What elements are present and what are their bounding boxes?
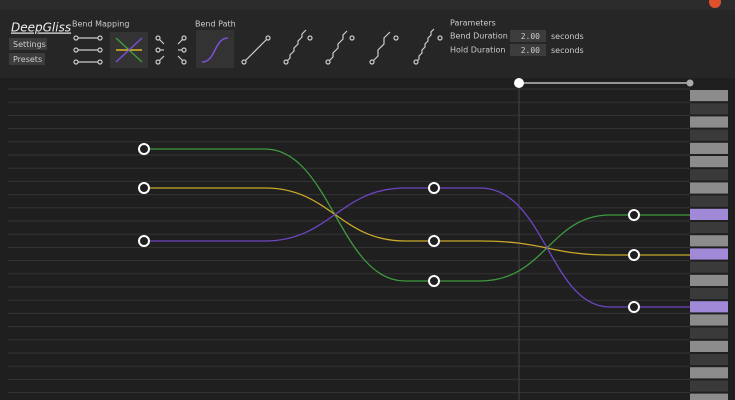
- path-icons[interactable]: [241, 28, 443, 65]
- piano-key: [690, 248, 728, 260]
- bend-mapping-label: Bend Mapping: [72, 20, 129, 29]
- piano-key: [690, 116, 728, 128]
- bend-duration-label: Bend Duration: [450, 32, 508, 41]
- app-title: DeepGliss: [11, 21, 71, 35]
- piano-key: [690, 367, 728, 379]
- piano-key: [690, 222, 728, 234]
- piano-key: [690, 235, 728, 247]
- piano-key: [690, 380, 728, 392]
- note-nodes[interactable]: [138, 143, 640, 313]
- hold-duration-field[interactable]: [510, 44, 546, 56]
- piano-key: [690, 208, 728, 220]
- piano-keys: [690, 90, 728, 400]
- time-slider-handle[interactable]: [514, 78, 524, 88]
- piano-key: [690, 301, 728, 313]
- piano-key: [690, 90, 728, 102]
- bend-duration-field[interactable]: [510, 30, 546, 42]
- bend-duration-unit: seconds: [551, 32, 584, 41]
- mapping-cross-lines: [115, 37, 143, 63]
- piano-key: [690, 327, 728, 339]
- piano-key: [690, 169, 728, 181]
- hold-duration-value: 2.00: [521, 46, 540, 55]
- piano-roll-grid: [8, 88, 690, 394]
- bend-duration-value: 2.00: [521, 32, 540, 41]
- piano-key: [690, 195, 728, 207]
- mapping-icon-straight[interactable]: [73, 35, 103, 65]
- bend-path-label: Bend Path: [195, 20, 236, 29]
- piano-key: [690, 314, 728, 326]
- presets-label: Presets: [13, 55, 42, 64]
- piano-key: [690, 156, 728, 168]
- piano-key: [690, 274, 728, 286]
- piano-key: [690, 393, 728, 400]
- settings-button[interactable]: [9, 38, 47, 50]
- purple-glide: [144, 187, 690, 308]
- parameters-title: Parameters: [450, 19, 496, 28]
- hold-duration-unit: seconds: [551, 46, 584, 55]
- piano-key: [690, 129, 728, 141]
- mapping-icon-random[interactable]: [155, 35, 187, 65]
- title-bar: [0, 0, 735, 10]
- piano-key: [690, 340, 728, 352]
- close-button[interactable]: [709, 0, 721, 8]
- piano-key: [690, 103, 728, 115]
- piano-key: [690, 182, 728, 194]
- time-slider-end: [686, 79, 694, 87]
- piano-key: [690, 288, 728, 300]
- piano-key: [690, 354, 728, 366]
- glide-curves: [144, 148, 690, 308]
- piano-key: [690, 261, 728, 273]
- hold-duration-label: Hold Duration: [450, 46, 506, 55]
- piano-key: [690, 142, 728, 154]
- settings-label: Settings: [13, 40, 46, 49]
- yellow-glide: [144, 187, 690, 256]
- path-smooth-curve: [201, 37, 229, 63]
- green-glide: [144, 148, 690, 282]
- presets-button[interactable]: [9, 53, 45, 65]
